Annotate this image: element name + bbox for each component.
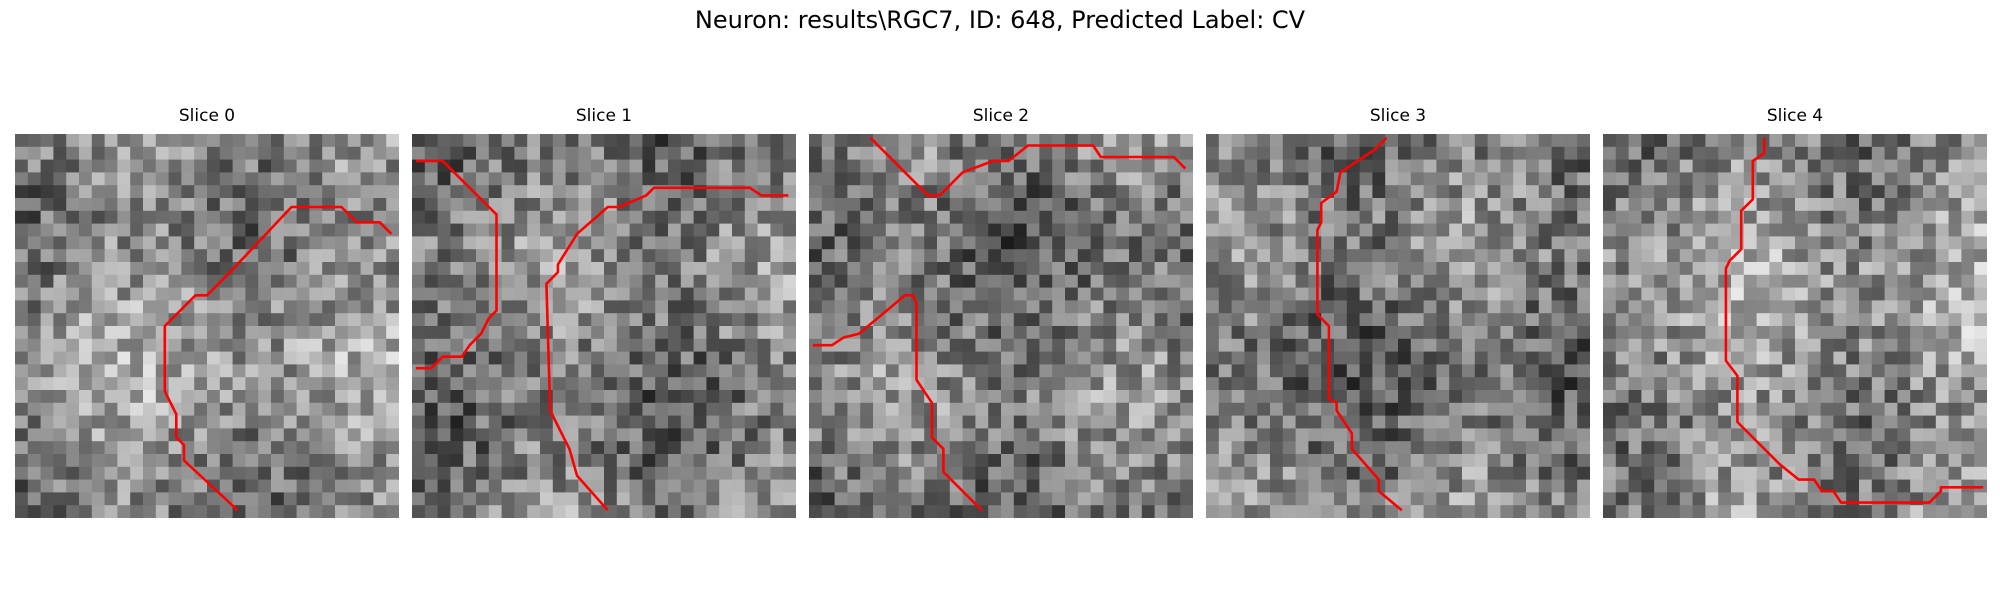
neuron-trace bbox=[869, 136, 1187, 197]
neuron-trace bbox=[163, 205, 393, 512]
slice-title: Slice 4 bbox=[1766, 106, 1824, 126]
neuron-trace bbox=[1724, 137, 1984, 504]
pixel-grid bbox=[1603, 134, 1987, 518]
slice-image bbox=[1206, 134, 1590, 518]
figure-title: Neuron: results\RGC7, ID: 648, Predicted… bbox=[694, 6, 1306, 34]
slice-image bbox=[809, 134, 1193, 518]
slice-title: Slice 2 bbox=[972, 106, 1030, 126]
slice-image bbox=[412, 134, 796, 518]
slice-title: Slice 3 bbox=[1369, 106, 1427, 126]
slice-image bbox=[1603, 134, 1987, 518]
pixel-grid bbox=[15, 134, 399, 518]
slice-title: Slice 1 bbox=[575, 106, 633, 126]
neuron-trace bbox=[545, 186, 789, 512]
neuron-trace bbox=[415, 159, 498, 370]
pixel-grid bbox=[412, 134, 796, 518]
neuron-trace bbox=[1316, 136, 1403, 512]
pixel-grid bbox=[809, 134, 1193, 518]
pixel-grid bbox=[1206, 134, 1590, 518]
neuron-trace bbox=[812, 294, 983, 512]
slice-image bbox=[15, 134, 399, 518]
slice-title: Slice 0 bbox=[178, 106, 236, 126]
